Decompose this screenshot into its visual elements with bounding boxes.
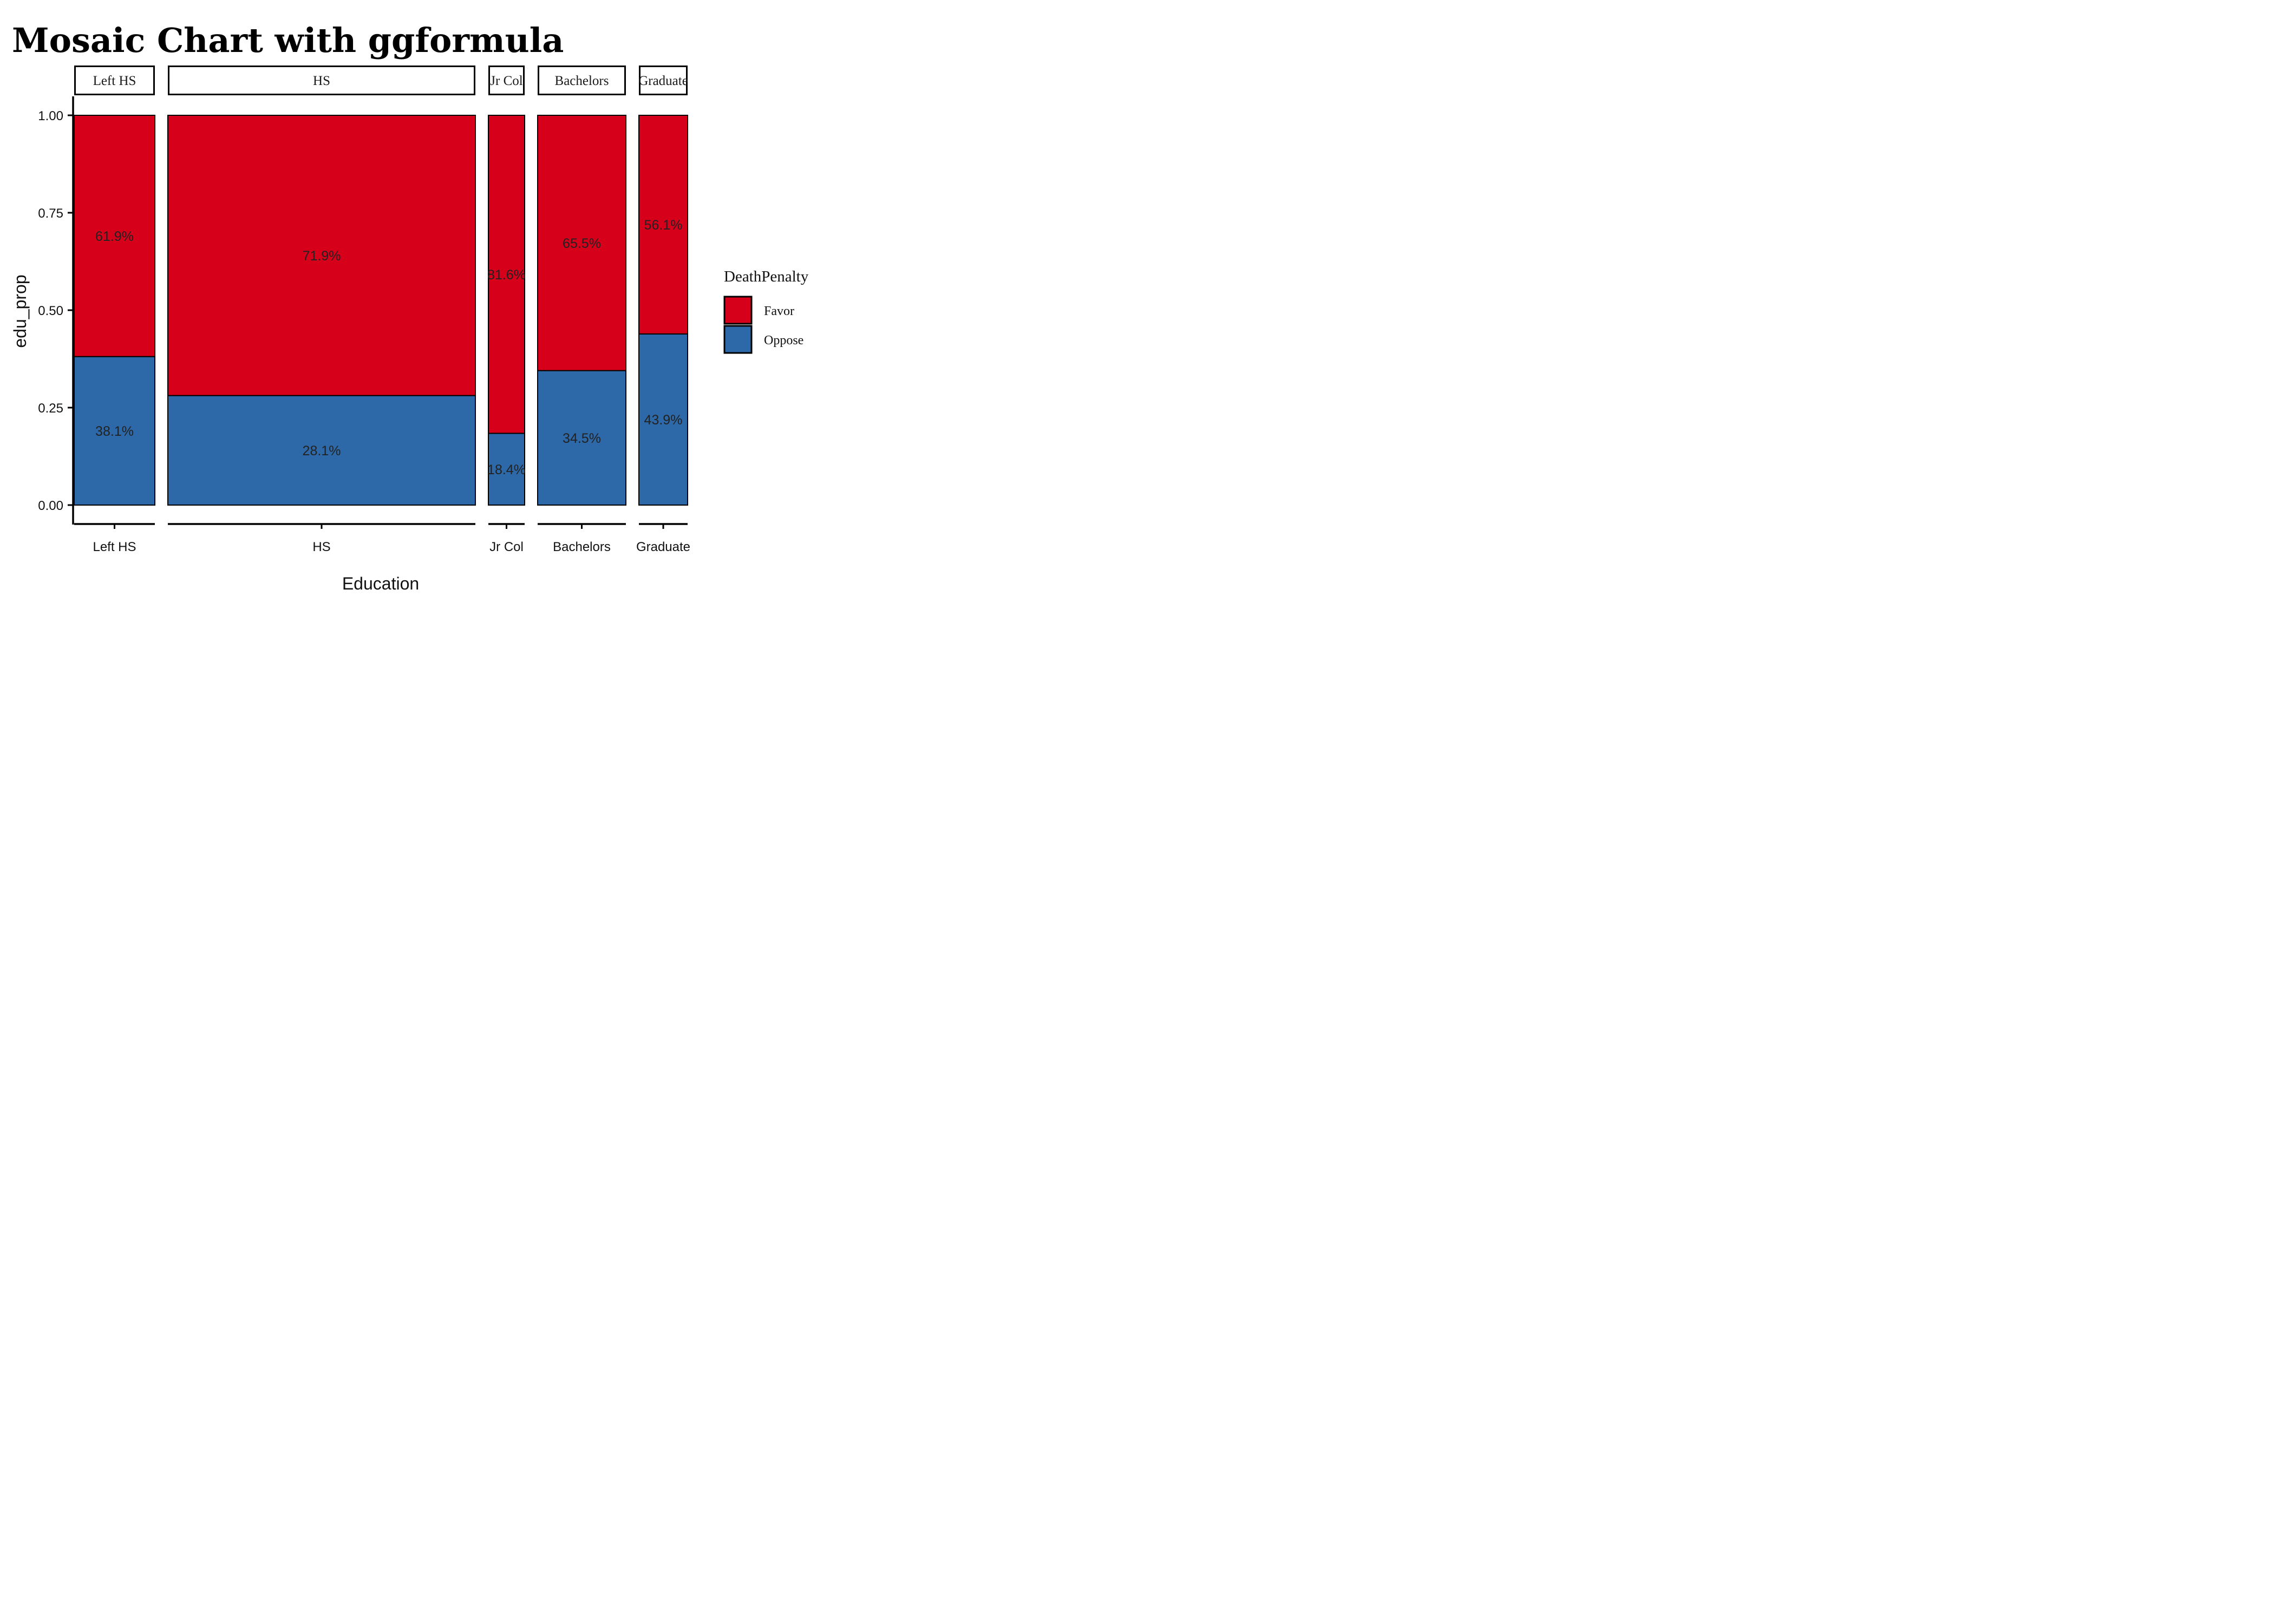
bar-label-oppose: 34.5% [563, 431, 601, 446]
y-tick-label: 0.25 [38, 401, 63, 416]
facet-strip [74, 66, 155, 95]
facet-strip [538, 66, 626, 95]
bar-oppose [537, 370, 626, 506]
x-axis-title: Education [342, 574, 419, 593]
legend-title: DeathPenalty [724, 268, 809, 285]
legend: DeathPenalty Favor Oppose [723, 268, 809, 354]
bar-label-oppose: 38.1% [95, 424, 134, 439]
bar-label-oppose: 18.4% [487, 462, 526, 477]
legend-key-favor [723, 296, 753, 325]
bar-favor [488, 115, 525, 434]
facet-strips: Left HS HS Jr Col Bachelors Graduate [74, 66, 688, 95]
bar-label-oppose: 43.9% [644, 412, 683, 428]
facet-strip-label: Left HS [93, 74, 136, 88]
bar-label-favor: 65.5% [563, 236, 601, 251]
legend-label: Oppose [764, 333, 803, 348]
x-tick-label: Graduate [636, 540, 690, 554]
y-axis: 0.00 0.25 0.50 0.75 1.00 [38, 96, 74, 525]
x-axis: Left HS HS Jr Col Bachelors Graduate [74, 523, 690, 554]
facet-strip [488, 66, 525, 95]
bar-favor [167, 115, 476, 396]
legend-key-oppose [723, 325, 753, 354]
mosaic-chart: Mosaic Chart with ggformula Left HS HS Jr … [10, 21, 809, 593]
x-tick-label: HS [312, 540, 330, 554]
y-tick-label: 0.50 [38, 304, 63, 318]
bar-label-favor: 56.1% [644, 218, 683, 233]
bar-favor [537, 115, 626, 371]
facet-strip-label: Jr Col [490, 74, 522, 88]
y-tick-label: 1.00 [38, 109, 63, 123]
bar-label-favor: 61.9% [95, 229, 134, 244]
y-axis-title: edu_prop [10, 274, 30, 348]
bar-label-favor: 81.6% [487, 267, 526, 283]
bars-layer [74, 115, 688, 506]
bar-favor [74, 115, 155, 357]
facet-strip [168, 66, 475, 95]
bar-favor [638, 115, 688, 335]
bar-label-oppose: 28.1% [303, 443, 341, 459]
legend-label: Favor [764, 304, 794, 318]
bar-oppose [74, 356, 155, 506]
facet-strip [639, 66, 688, 95]
facet-strip-label: HS [313, 74, 330, 88]
facet-strip-label: Graduate [638, 74, 688, 88]
x-tick-label: Jr Col [489, 540, 524, 554]
bar-label-favor: 71.9% [303, 248, 341, 264]
y-tick-label: 0.00 [38, 499, 63, 513]
bar-oppose [488, 433, 525, 506]
x-tick-label: Bachelors [553, 540, 611, 554]
facet-strip-label: Bachelors [555, 74, 609, 88]
x-tick-label: Left HS [93, 540, 136, 554]
y-tick-label: 0.75 [38, 206, 63, 221]
bar-labels-layer: 61.9% 38.1% 71.9% 28.1% 81.6% 18.4% 65.5% 34.5%… [95, 218, 682, 477]
chart-title: Mosaic Chart with ggformula [12, 21, 564, 60]
bar-oppose [167, 395, 476, 506]
